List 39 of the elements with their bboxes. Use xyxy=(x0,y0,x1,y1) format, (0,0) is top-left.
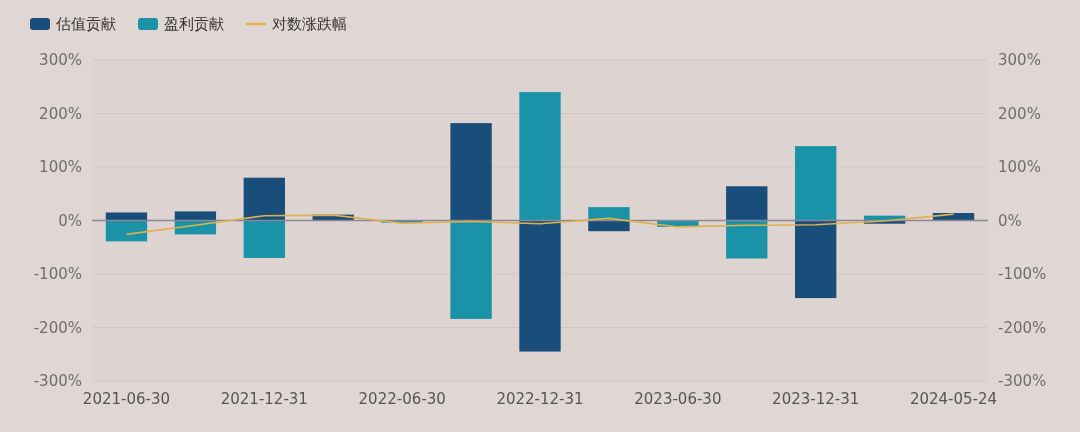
legend-label: 对数涨跌幅 xyxy=(272,15,347,33)
x-tick-label: 2023-12-31 xyxy=(772,390,860,408)
y2-tick-label: 300% xyxy=(998,51,1041,69)
bar xyxy=(105,220,148,242)
x-tick-label: 2022-12-31 xyxy=(496,390,584,408)
y-tick-label: -200% xyxy=(33,318,82,337)
y2-tick-label: -100% xyxy=(998,265,1047,283)
y-tick-label: 0% xyxy=(58,211,82,230)
y2-tick-label: -300% xyxy=(998,372,1047,390)
bar xyxy=(588,220,630,232)
x-tick-label: 2021-12-31 xyxy=(220,390,308,408)
bar xyxy=(243,220,285,258)
bar xyxy=(174,211,217,221)
bar xyxy=(450,123,492,221)
legend-label: 估值贡献 xyxy=(55,15,116,33)
y2-tick-label: 100% xyxy=(998,158,1041,176)
legend-label: 盈利贡献 xyxy=(164,15,224,33)
x-tick-label: 2023-06-30 xyxy=(634,390,722,408)
y-tick-label: 100% xyxy=(39,158,82,176)
bar xyxy=(795,146,837,221)
x-tick-label: 2024-05-24 xyxy=(909,390,998,408)
bar xyxy=(450,220,492,319)
y2-tick-label: -200% xyxy=(998,318,1047,337)
y-tick-label: -100% xyxy=(33,265,82,283)
bar xyxy=(105,212,148,221)
y-tick-label: -300% xyxy=(33,372,82,390)
bar xyxy=(243,177,285,221)
y2-tick-label: 0% xyxy=(998,211,1022,230)
y-tick-label: 300% xyxy=(39,51,82,69)
line-series xyxy=(125,213,955,236)
bar xyxy=(519,220,561,352)
bar xyxy=(726,186,768,221)
bar xyxy=(519,92,561,221)
bar xyxy=(795,220,837,299)
y2-tick-label: 200% xyxy=(998,104,1041,123)
x-tick-label: 2022-06-30 xyxy=(358,390,446,408)
x-tick-label: 2021-06-30 xyxy=(82,390,171,408)
bar xyxy=(726,220,768,259)
y-tick-label: 200% xyxy=(39,104,82,123)
